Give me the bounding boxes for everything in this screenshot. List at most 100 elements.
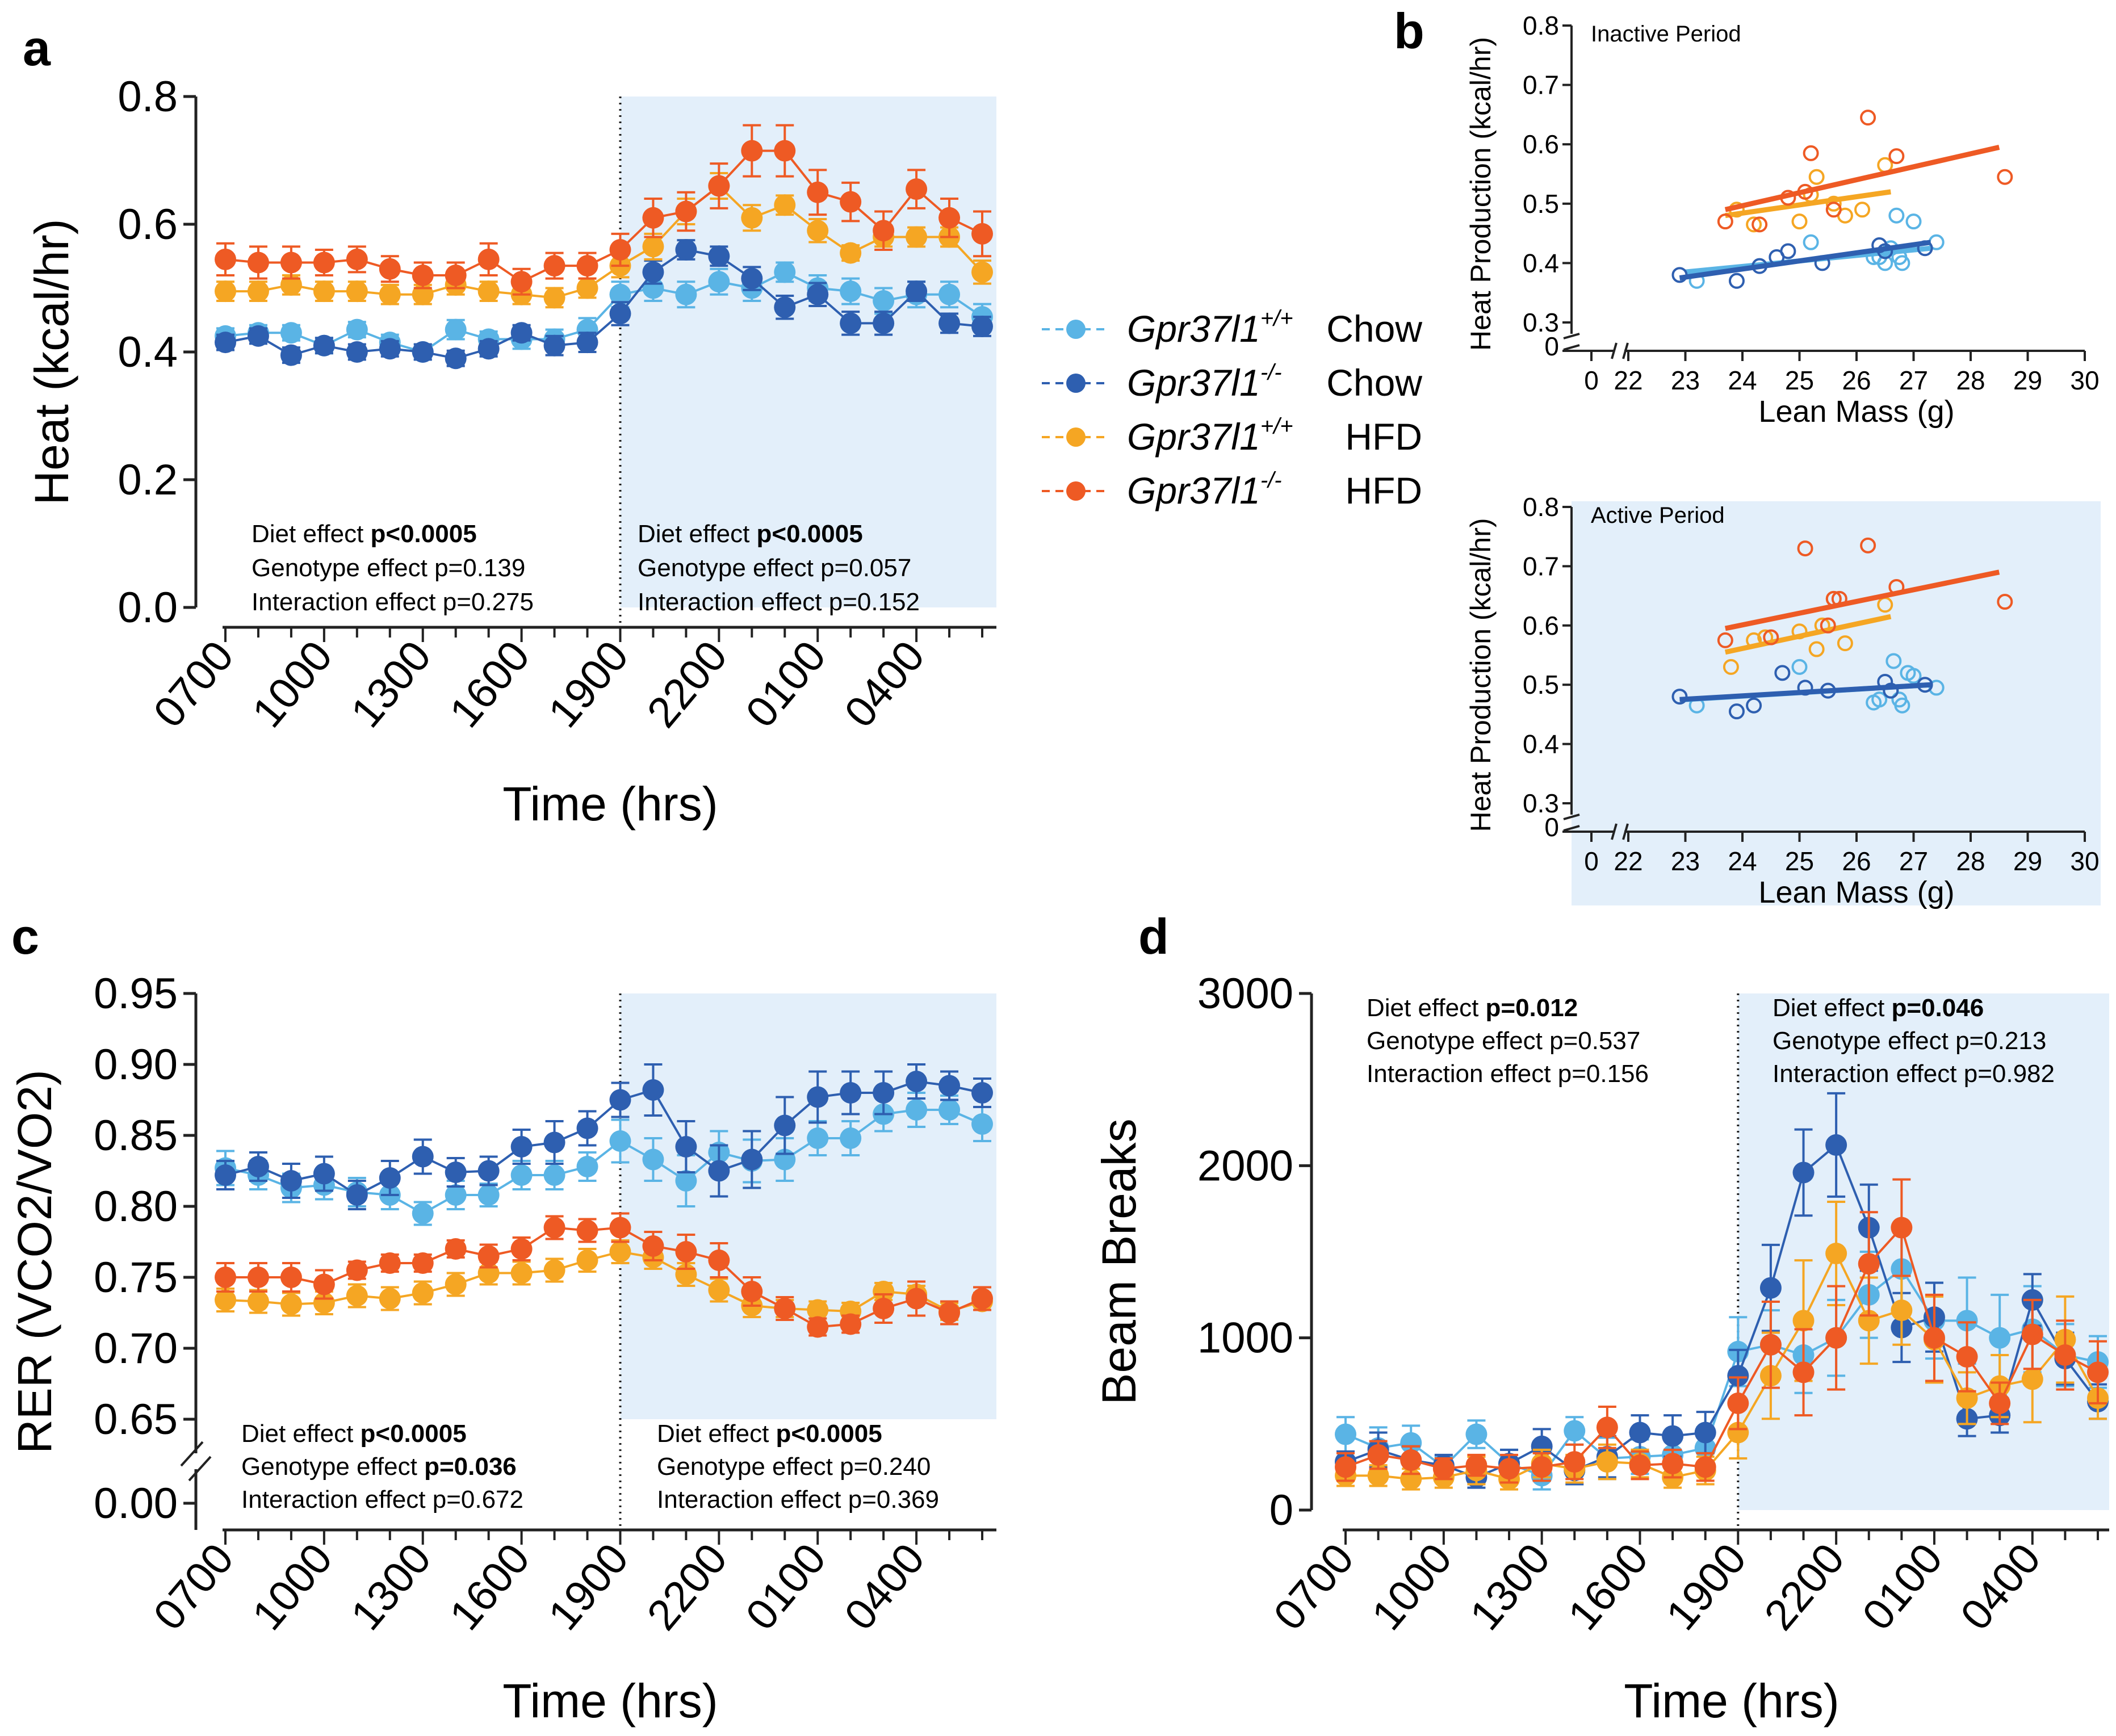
d-data-point	[2054, 1344, 2076, 1366]
d-data-point	[1759, 1334, 1782, 1356]
c-data-point	[609, 1089, 631, 1111]
c-y-axis-label: RER (VCO2/VO2)	[8, 1070, 61, 1454]
d-stat-line: Interaction effect p=0.982	[1773, 1060, 2055, 1088]
b-top-x-tick-label: 25	[1785, 366, 1814, 395]
b-bottom-axis-break-mark	[1563, 825, 1580, 832]
panel-b-active-scatter: 0.3 0.4 0.5 0.6 0.7 0.8 0 Heat Production (kcal…	[1465, 492, 2101, 909]
b-top-x-tick-label: 30	[2070, 366, 2099, 395]
a-data-point	[675, 200, 697, 223]
a-stat-line: Genotype effect p=0.139	[252, 554, 525, 582]
a-series-1	[215, 239, 993, 370]
a-x-tick-label: 2200	[638, 632, 737, 736]
d-series-3	[1335, 1178, 2109, 1484]
a-x-tick-label: 0700	[144, 632, 243, 736]
d-data-point	[1792, 1361, 1815, 1383]
a-data-point	[346, 318, 368, 341]
a-data-point	[346, 280, 368, 303]
c-data-point	[807, 1299, 829, 1321]
d-data-point	[1662, 1453, 1684, 1475]
b-bottom-data-point	[1871, 691, 1888, 708]
b-top-y-tick-label-zero: 0	[1544, 332, 1559, 361]
b-top-data-point	[1860, 110, 1876, 126]
b-top-data-point	[1905, 213, 1922, 230]
a-data-point	[938, 283, 961, 305]
c-data-point	[445, 1238, 467, 1260]
c-data-point	[576, 1219, 598, 1242]
c-data-point	[971, 1082, 993, 1104]
c-data-point	[445, 1161, 467, 1183]
a-data-point	[774, 194, 796, 216]
panel-a-heat-chart: 0.0 0.2 0.4 0.6 0.8 Heat (kcal/hr) 0700 1000 130…	[25, 73, 996, 831]
c-data-point	[576, 1117, 598, 1139]
d-stat-line: Interaction effect p=0.156	[1367, 1060, 1649, 1088]
c-data-point	[346, 1259, 368, 1281]
c-data-point	[609, 1217, 631, 1239]
b-bottom-axis-break-mark	[1563, 814, 1580, 820]
c-data-point	[215, 1289, 236, 1311]
c-data-point	[346, 1285, 368, 1307]
b-bottom-x-tick-label: 26	[1842, 846, 1871, 876]
c-data-point	[906, 1071, 928, 1092]
d-data-point	[1465, 1454, 1488, 1477]
b-bottom-axis-break-mark	[1622, 823, 1629, 840]
c-data-point	[906, 1288, 928, 1310]
a-data-point	[576, 255, 598, 277]
c-data-point	[543, 1217, 565, 1239]
b-top-data-point	[1728, 272, 1745, 289]
b-bottom-series-3	[1717, 537, 2013, 648]
c-data-point	[379, 1167, 401, 1189]
d-data-point	[1596, 1451, 1618, 1473]
d-data-point	[1400, 1449, 1422, 1471]
b-top-panel-title: Inactive Period	[1591, 22, 1741, 47]
d-data-point	[1759, 1277, 1782, 1299]
d-data-point	[1989, 1327, 2011, 1349]
b-bottom-fit-line	[1724, 569, 2000, 631]
b-bottom-y-tick-label: 0.4	[1523, 729, 1559, 759]
b-top-data-point	[1825, 202, 1842, 218]
a-data-point	[346, 341, 368, 363]
b-top-data-point	[1803, 145, 1819, 161]
b-bottom-x-axis-label: Lean Mass (g)	[1758, 875, 1954, 909]
c-data-point	[379, 1288, 401, 1310]
a-data-point	[247, 280, 269, 303]
c-data-point	[642, 1235, 664, 1257]
panel-letter-b: b	[1394, 3, 1424, 59]
d-stat-line: Genotype effect p=0.537	[1367, 1027, 1640, 1055]
b-bottom-x-tick-label: 23	[1671, 846, 1700, 876]
b-bottom-x-tick-label: 27	[1899, 846, 1928, 876]
a-data-point	[840, 191, 862, 213]
a-data-point	[346, 248, 368, 270]
c-stat-line: Interaction effect p=0.672	[241, 1486, 523, 1513]
c-data-point	[247, 1156, 269, 1177]
a-data-point	[873, 290, 895, 312]
c-data-point	[906, 1099, 928, 1121]
c-data-point	[873, 1298, 895, 1319]
a-data-point	[873, 312, 895, 334]
c-active-period-shade	[620, 993, 996, 1419]
d-data-point	[1825, 1134, 1847, 1156]
c-data-point	[807, 1316, 829, 1338]
a-data-point	[807, 181, 829, 203]
d-data-point	[2021, 1368, 2043, 1390]
d-data-point	[1825, 1243, 1847, 1265]
c-data-point	[379, 1252, 401, 1274]
a-stat-line: Diet effect p<0.0005	[638, 520, 863, 548]
a-data-point	[313, 334, 335, 357]
legend-swatch-marker	[1066, 374, 1086, 393]
b-top-data-point	[1780, 243, 1796, 259]
a-data-point	[576, 277, 598, 299]
b-top-fit-line	[1679, 240, 1931, 281]
a-data-point	[708, 245, 730, 267]
c-y-tick-label-zero: 0.00	[94, 1479, 178, 1528]
d-x-tick-label: 2200	[1755, 1534, 1854, 1639]
d-x-tick-label: 1000	[1363, 1534, 1461, 1639]
b-bottom-fit-line	[1724, 614, 1892, 655]
c-data-point	[247, 1267, 269, 1288]
b-top-data-point	[1894, 255, 1910, 271]
c-x-tick-label: 1900	[539, 1534, 638, 1639]
a-data-point	[774, 296, 796, 318]
panel-letter-d: d	[1138, 908, 1169, 965]
c-data-point	[313, 1273, 335, 1295]
b-bottom-panel-title: Active Period	[1591, 503, 1725, 528]
